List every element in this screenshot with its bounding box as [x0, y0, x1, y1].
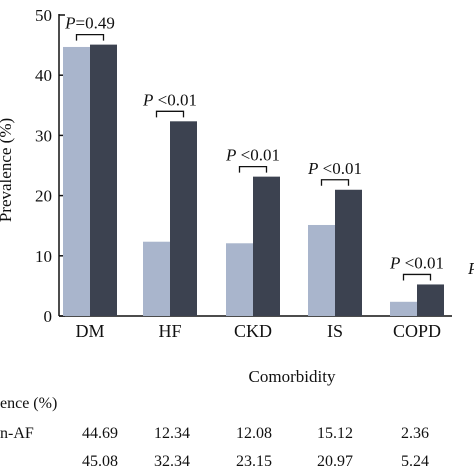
prevalence-table: ence (%) n-AF 44.69 12.34 12.08 15.12 2.36 45.…: [0, 395, 429, 470]
p-value-bracket: [75, 33, 105, 41]
category-label: COPD: [393, 321, 441, 341]
bar-copd-series2: [417, 284, 444, 316]
table-cell: 32.34: [154, 453, 190, 470]
table-cell: 45.08: [82, 453, 118, 470]
p-value-bracket: [155, 110, 185, 118]
category-label: HF: [158, 321, 181, 341]
bars: [63, 44, 444, 317]
table-cell: 2.36: [401, 425, 429, 442]
category-label: DM: [75, 321, 104, 341]
bar-is-series1: [308, 224, 335, 316]
p-value-label: P <0.01: [389, 253, 444, 272]
bar-ckd-series2: [253, 176, 280, 316]
p-value-label: P <0.01: [225, 146, 280, 165]
y-ticks: 0 10 20 30 40 50: [35, 6, 65, 326]
p-value-bracket: [402, 273, 432, 281]
table-header: ence (%): [0, 395, 57, 412]
x-axis-title: Comorbidity: [249, 367, 336, 386]
bar-hf-series1: [143, 241, 170, 316]
table-row-label: n-AF: [0, 425, 34, 442]
y-tick-label: 0: [44, 307, 53, 326]
bar-hf-series2: [170, 121, 197, 316]
p-value-label: P=0.49: [64, 14, 115, 33]
p-value-annotations: P=0.49 P <0.01 P <0.01 P <0.01 P <0.01: [64, 14, 444, 281]
table-cell: 44.69: [82, 425, 118, 442]
p-value-label: P <0.01: [142, 90, 197, 109]
table-cell: 12.08: [236, 425, 272, 442]
category-labels: DM HF CKD IS COPD: [75, 321, 441, 341]
table-cell: 20.97: [317, 453, 353, 470]
y-tick-label: 30: [35, 126, 52, 145]
category-label: IS: [327, 321, 343, 341]
p-value-label: P <0.01: [307, 159, 362, 178]
table-cell: 15.12: [317, 425, 353, 442]
table-cell: 23.15: [236, 453, 272, 470]
p-value-bracket: [320, 179, 350, 186]
table-cell: 5.24: [401, 453, 429, 470]
y-axis-title: Prevalence (%): [0, 118, 15, 222]
category-label: CKD: [234, 321, 272, 341]
y-tick-label: 20: [35, 187, 52, 206]
y-tick-label: 50: [35, 6, 52, 25]
bar-dm-series1: [63, 46, 90, 317]
bar-copd-series1: [390, 301, 417, 316]
bar-ckd-series1: [226, 243, 253, 316]
y-tick-label: 40: [35, 66, 52, 85]
bar-dm-series2: [90, 44, 117, 316]
p-value-bracket: [238, 165, 268, 173]
table-cell: 12.34: [154, 425, 190, 442]
y-tick-label: 10: [35, 247, 52, 266]
extra-p-fragment: P: [467, 259, 474, 278]
bar-is-series2: [335, 189, 362, 316]
